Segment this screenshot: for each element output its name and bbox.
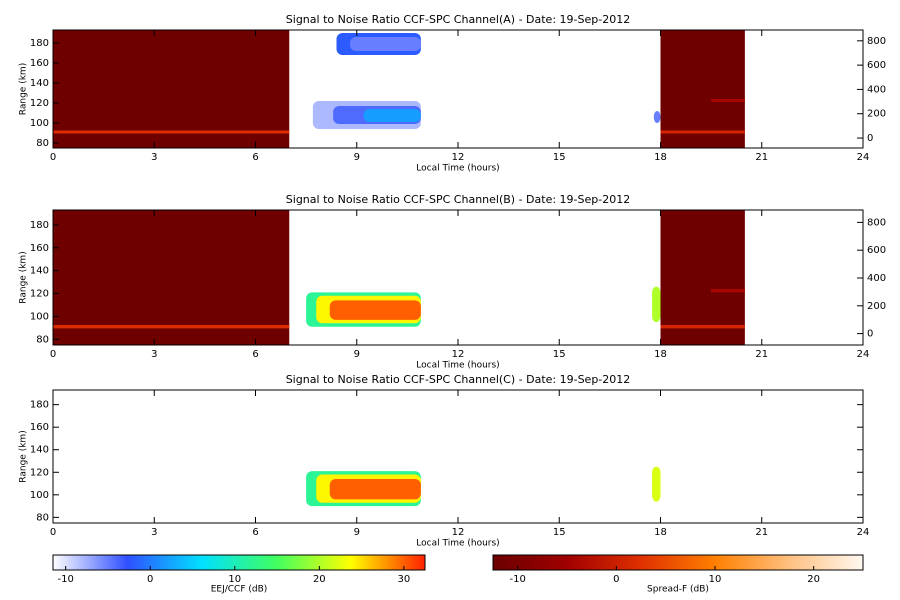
x-tick-label: 6: [252, 527, 258, 538]
colorbar-tick-label: 10: [709, 574, 722, 585]
heat-block: [711, 288, 745, 293]
colorbar-tick-label: -10: [58, 574, 74, 585]
x-tick-label: 6: [252, 349, 258, 360]
heat-block: [653, 111, 661, 123]
heat-block: [53, 210, 290, 345]
y-tick-label: 120: [30, 289, 49, 300]
heat-block: [660, 130, 745, 134]
x-tick-label: 15: [553, 527, 566, 538]
plot-area: [306, 466, 661, 507]
y2-tick-label: 0: [867, 329, 873, 340]
heat-block: [652, 466, 661, 502]
y2-tick-label: 800: [867, 36, 886, 47]
x-tick-label: 0: [50, 527, 56, 538]
x-tick-label: 24: [857, 152, 870, 163]
x-tick-label: 9: [354, 152, 360, 163]
y-tick-label: 120: [30, 98, 49, 109]
chart-title: Signal to Noise Ratio CCF-SPC Channel(A)…: [286, 13, 630, 26]
y-tick-label: 160: [30, 243, 49, 254]
x-axis-label: Local Time (hours): [416, 539, 499, 549]
y-tick-label: 180: [30, 38, 49, 49]
y2-tick-label: 400: [867, 84, 886, 95]
x-tick-label: 3: [151, 152, 157, 163]
y-tick-label: 180: [30, 220, 49, 231]
y-tick-label: 80: [36, 334, 49, 345]
colorbar-tick-label: 20: [313, 574, 326, 585]
y-axis-label: Range (km): [19, 63, 29, 115]
y-tick-label: 80: [36, 138, 49, 149]
x-axis-label: Local Time (hours): [416, 164, 499, 174]
y-tick-label: 100: [30, 490, 49, 501]
colorbar-tick-label: 0: [147, 574, 153, 585]
y-tick-label: 120: [30, 467, 49, 478]
x-tick-label: 9: [354, 527, 360, 538]
y2-tick-label: 400: [867, 273, 886, 284]
x-tick-label: 21: [755, 152, 768, 163]
x-tick-label: 3: [151, 349, 157, 360]
colorbar: [492, 554, 864, 571]
y2-tick-label: 800: [867, 217, 886, 228]
y2-tick-label: 0: [867, 133, 873, 144]
y2-tick-label: 200: [867, 109, 886, 120]
x-tick-label: 18: [654, 349, 667, 360]
x-tick-label: 24: [857, 527, 870, 538]
x-tick-label: 21: [755, 527, 768, 538]
y-tick-label: 140: [30, 78, 49, 89]
y-tick-label: 100: [30, 311, 49, 322]
x-tick-label: 18: [654, 152, 667, 163]
x-axis-label: Local Time (hours): [416, 361, 499, 371]
x-tick-label: 12: [452, 349, 465, 360]
x-tick-label: 15: [553, 152, 566, 163]
x-tick-label: 0: [50, 152, 56, 163]
y-tick-label: 140: [30, 266, 49, 277]
x-tick-label: 9: [354, 349, 360, 360]
x-tick-label: 12: [452, 152, 465, 163]
colorbar: [52, 554, 426, 571]
heat-block: [711, 99, 745, 102]
heat-block: [652, 286, 661, 323]
x-tick-label: 12: [452, 527, 465, 538]
heat-block: [660, 30, 745, 148]
heat-block: [660, 324, 745, 329]
y-tick-label: 140: [30, 445, 49, 456]
chart-title: Signal to Noise Ratio CCF-SPC Channel(B)…: [286, 193, 630, 206]
heat-block: [363, 109, 421, 122]
y2-tick-label: 600: [867, 60, 886, 71]
x-tick-label: 21: [755, 349, 768, 360]
y-tick-label: 100: [30, 118, 49, 129]
heat-block: [329, 479, 421, 500]
x-tick-label: 3: [151, 527, 157, 538]
colorbar-label: EEJ/CCF (dB): [211, 585, 268, 595]
y2-tick-label: 200: [867, 301, 886, 312]
y-tick-label: 160: [30, 422, 49, 433]
plot-frame: [52, 389, 864, 524]
y-tick-label: 180: [30, 400, 49, 411]
x-tick-label: 15: [553, 349, 566, 360]
colorbar-tick-label: -10: [509, 574, 525, 585]
heat-block: [53, 130, 290, 134]
x-tick-label: 24: [857, 349, 870, 360]
heat-block: [53, 324, 290, 329]
chart-title: Signal to Noise Ratio CCF-SPC Channel(C)…: [286, 373, 631, 386]
x-tick-label: 0: [50, 349, 56, 360]
y-tick-label: 80: [36, 512, 49, 523]
heat-block: [329, 300, 421, 320]
heat-block: [53, 30, 290, 148]
colorbar-tick-label: 20: [807, 574, 820, 585]
heat-block: [660, 210, 745, 345]
y-axis-label: Range (km): [19, 430, 29, 482]
colorbar-tick-label: 0: [613, 574, 619, 585]
x-tick-label: 18: [654, 527, 667, 538]
colorbar-tick-label: 30: [397, 574, 410, 585]
plot-area: [53, 30, 745, 148]
colorbar-tick-label: 10: [228, 574, 241, 585]
y-axis-label: Range (km): [19, 251, 29, 303]
x-tick-label: 6: [252, 152, 258, 163]
plot-area: [53, 210, 745, 345]
heat-block: [350, 37, 421, 51]
y-tick-label: 160: [30, 58, 49, 69]
y2-tick-label: 600: [867, 245, 886, 256]
colorbar-label: Spread-F (dB): [647, 585, 709, 595]
